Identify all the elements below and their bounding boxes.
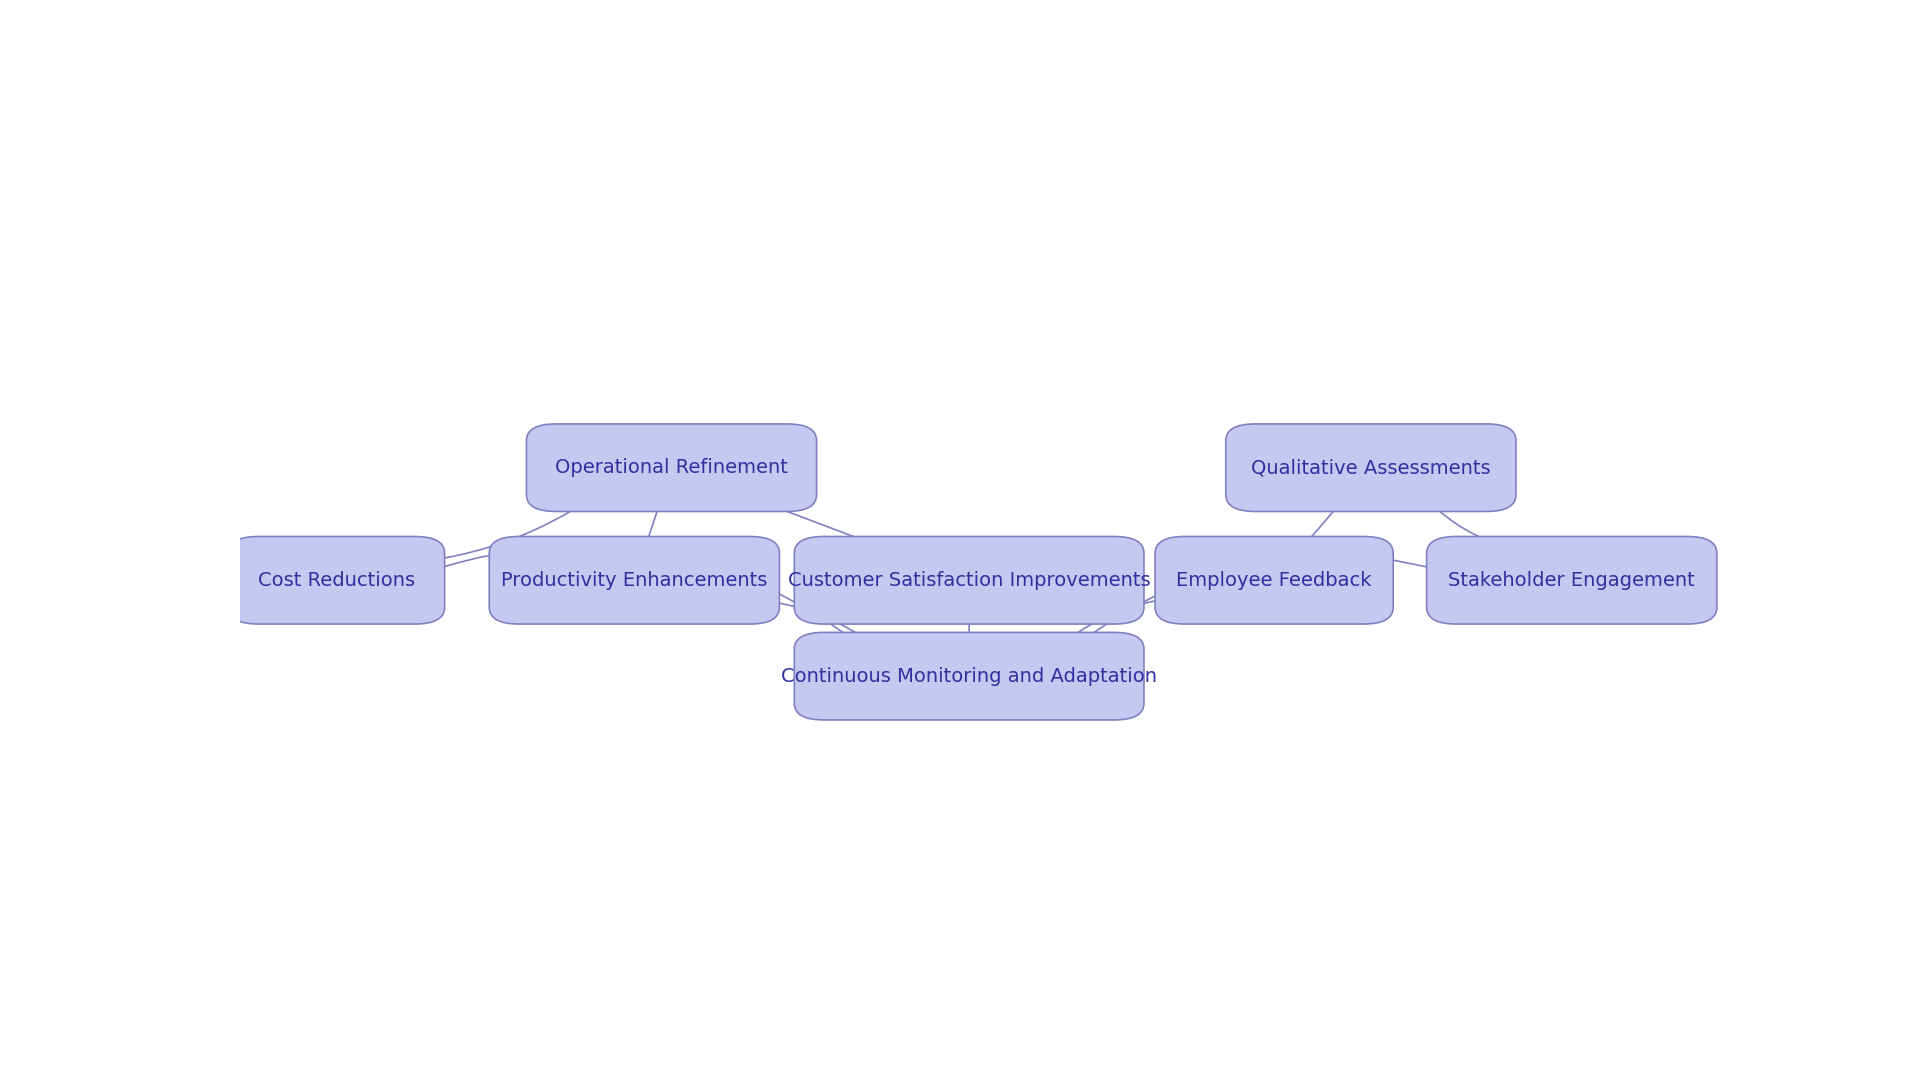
- FancyBboxPatch shape: [795, 632, 1144, 720]
- FancyBboxPatch shape: [1225, 423, 1517, 511]
- Text: Employee Feedback: Employee Feedback: [1177, 571, 1373, 590]
- FancyBboxPatch shape: [795, 536, 1144, 624]
- FancyBboxPatch shape: [526, 423, 816, 511]
- FancyArrowPatch shape: [645, 501, 660, 545]
- Text: Operational Refinement: Operational Refinement: [555, 458, 787, 478]
- Text: Qualitative Assessments: Qualitative Assessments: [1252, 458, 1490, 478]
- FancyBboxPatch shape: [490, 536, 780, 624]
- Text: Customer Satisfaction Improvements: Customer Satisfaction Improvements: [787, 571, 1150, 590]
- FancyBboxPatch shape: [1427, 536, 1716, 624]
- FancyBboxPatch shape: [228, 536, 445, 624]
- FancyArrowPatch shape: [743, 495, 881, 548]
- FancyArrowPatch shape: [1058, 597, 1217, 647]
- FancyArrowPatch shape: [707, 599, 879, 649]
- FancyArrowPatch shape: [1428, 501, 1511, 550]
- FancyArrowPatch shape: [966, 614, 972, 640]
- FancyArrowPatch shape: [1058, 554, 1500, 660]
- FancyArrowPatch shape: [1304, 501, 1342, 546]
- Text: Continuous Monitoring and Adaptation: Continuous Monitoring and Adaptation: [781, 667, 1158, 686]
- FancyArrowPatch shape: [388, 546, 879, 661]
- Text: Productivity Enhancements: Productivity Enhancements: [501, 571, 768, 590]
- Text: Stakeholder Engagement: Stakeholder Engagement: [1448, 571, 1695, 590]
- Text: Cost Reductions: Cost Reductions: [257, 571, 415, 590]
- FancyArrowPatch shape: [390, 493, 601, 566]
- FancyBboxPatch shape: [1156, 536, 1394, 624]
